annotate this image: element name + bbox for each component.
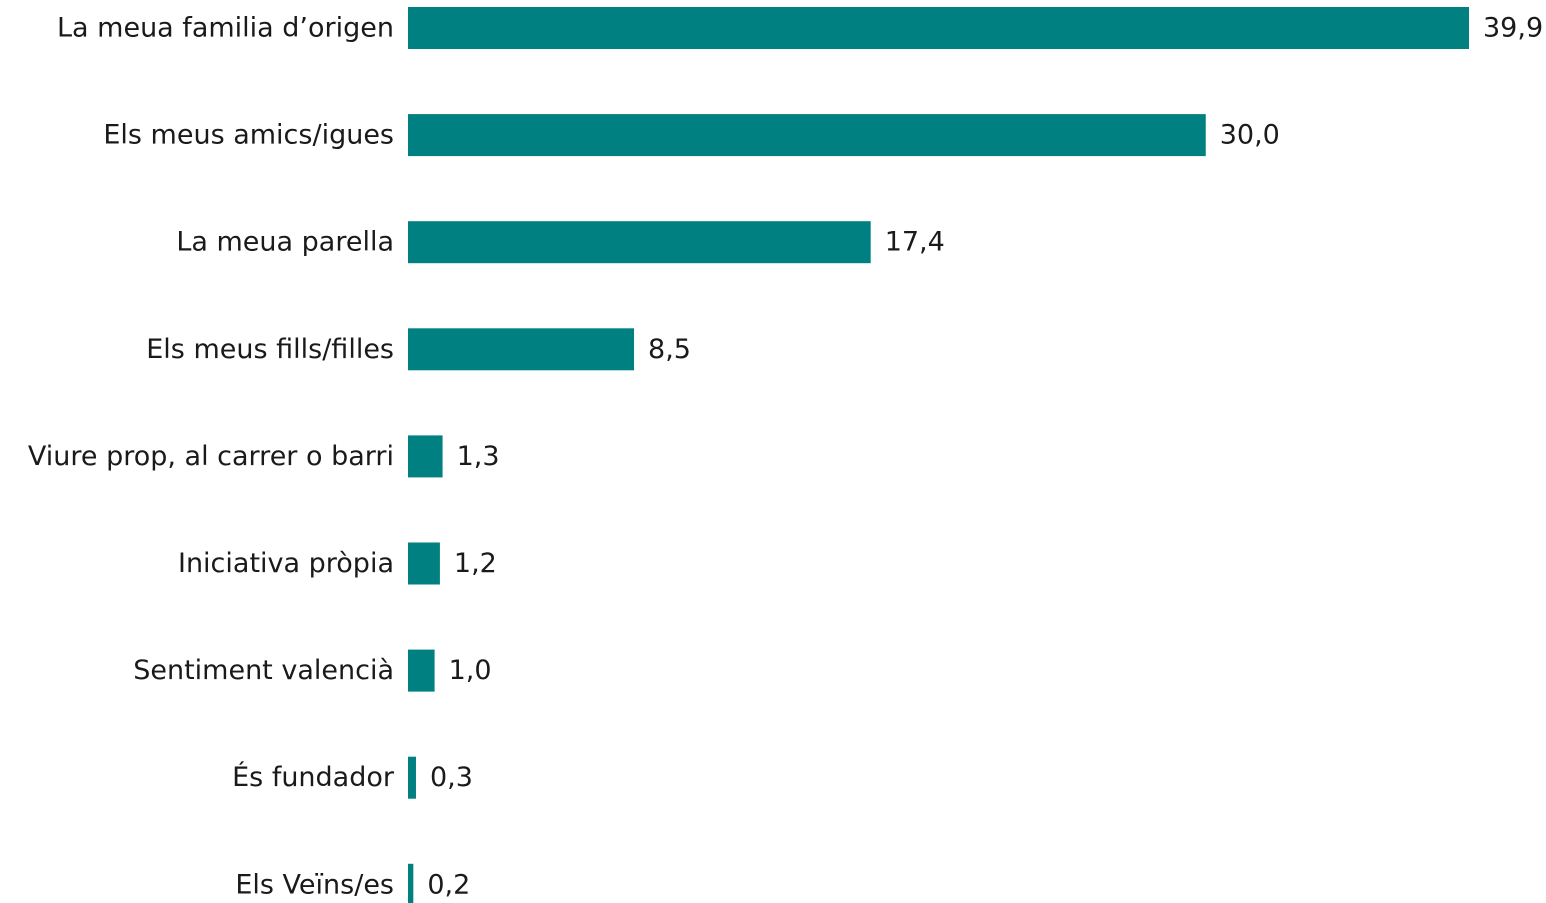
category-label: Iniciativa pròpia — [178, 548, 394, 579]
value-label: 0,3 — [430, 762, 473, 793]
bar — [408, 7, 1469, 49]
value-label: 17,4 — [885, 227, 945, 258]
category-label: Viure prop, al carrer o barri — [28, 441, 394, 472]
value-label: 0,2 — [427, 869, 470, 900]
bar — [408, 114, 1206, 157]
value-label: 1,3 — [457, 441, 500, 472]
category-label: Els Veïns/es — [235, 869, 394, 900]
category-label: És fundador — [232, 761, 395, 793]
category-label: La meua parella — [176, 227, 394, 258]
value-label: 1,2 — [454, 548, 497, 579]
category-label: Els meus fills/filles — [146, 334, 394, 365]
bar — [408, 863, 414, 903]
bar — [408, 649, 435, 692]
bars — [408, 7, 1469, 903]
bar — [408, 221, 871, 264]
value-label: 39,9 — [1483, 13, 1543, 44]
bar — [408, 542, 440, 585]
category-label: La meua familia d’origen — [57, 13, 394, 44]
category-labels: La meua familia d’origen Els meus amics/i… — [28, 13, 395, 901]
category-label: Els meus amics/igues — [103, 120, 394, 151]
bar — [408, 756, 416, 799]
value-labels: 39,9 30,0 17,4 8,5 1,3 1,2 1,0 0,3 0,2 — [427, 13, 1543, 901]
value-label: 30,0 — [1220, 120, 1280, 151]
bar — [408, 435, 443, 478]
value-label: 1,0 — [449, 655, 492, 686]
value-label: 8,5 — [648, 334, 691, 365]
category-label: Sentiment valencià — [133, 655, 394, 686]
bar — [408, 328, 635, 371]
